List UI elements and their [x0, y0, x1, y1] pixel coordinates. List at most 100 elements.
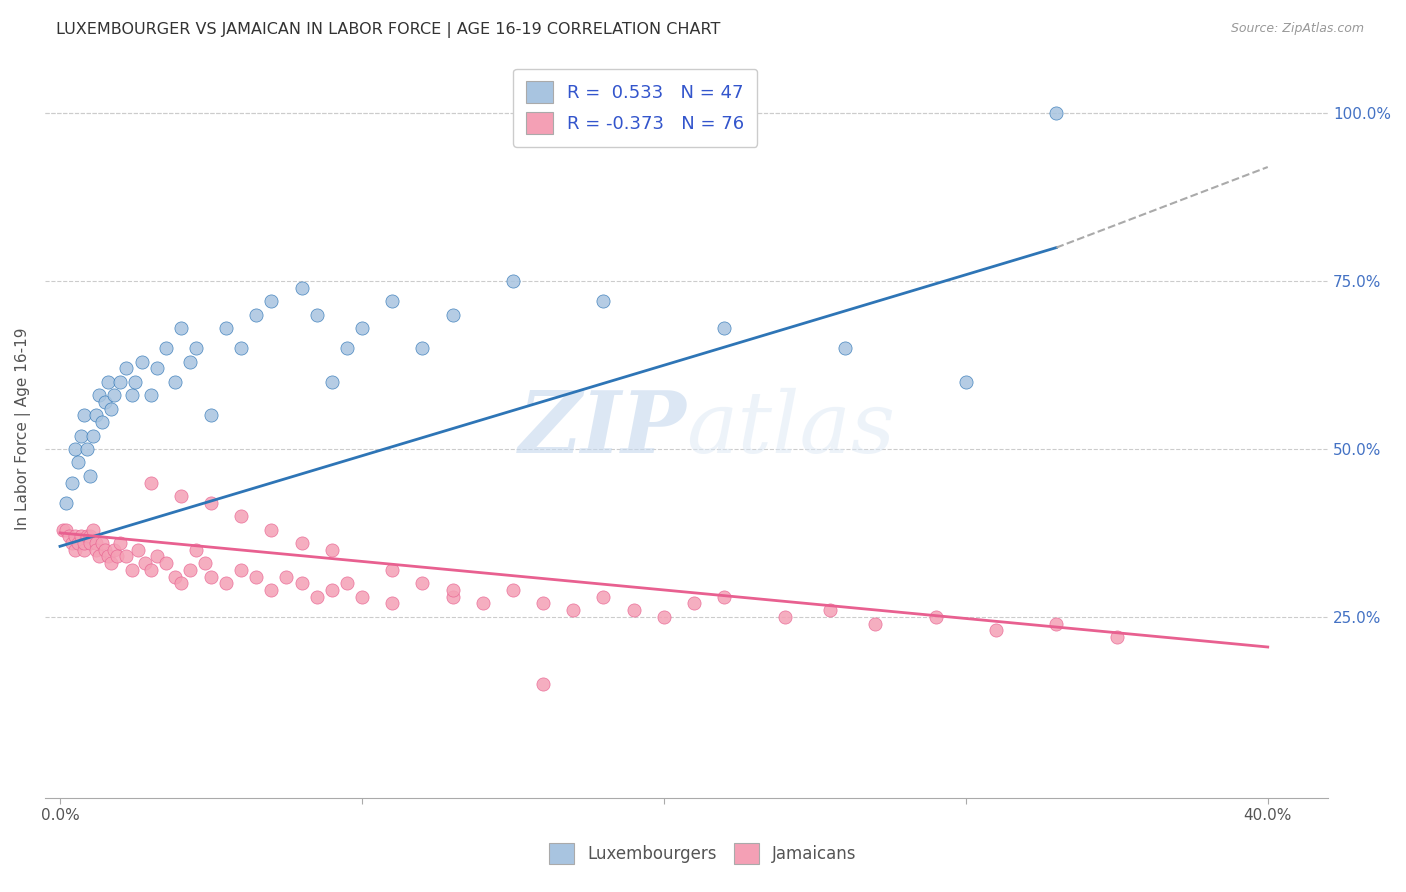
Text: Source: ZipAtlas.com: Source: ZipAtlas.com [1230, 22, 1364, 36]
Point [215, 576, 238, 591]
Point [471, 596, 494, 610]
Point [381, 596, 404, 610]
Point [121, 388, 143, 402]
Point [260, 523, 283, 537]
Point [955, 375, 977, 389]
Point [290, 281, 312, 295]
Point [73, 542, 96, 557]
Y-axis label: In Labor Force | Age 16-19: In Labor Force | Age 16-19 [15, 327, 31, 530]
Point [63, 542, 86, 557]
Point [245, 569, 267, 583]
Point [231, 509, 253, 524]
Point [139, 388, 162, 402]
Point [321, 375, 343, 389]
Text: LUXEMBOURGER VS JAMAICAN IN LABOR FORCE | AGE 16-19 CORRELATION CHART: LUXEMBOURGER VS JAMAICAN IN LABOR FORCE … [56, 22, 721, 38]
Point [82, 523, 104, 537]
Point [231, 341, 253, 355]
Point [73, 536, 96, 550]
Point [441, 582, 464, 597]
Point [531, 677, 554, 691]
Point [70, 529, 93, 543]
Point [55, 496, 77, 510]
Point [184, 542, 207, 557]
Text: ZIP: ZIP [519, 387, 686, 471]
Point [260, 582, 283, 597]
Point [94, 395, 117, 409]
Point [411, 341, 433, 355]
Point [592, 294, 614, 309]
Point [305, 590, 328, 604]
Point [110, 375, 132, 389]
Point [60, 536, 83, 550]
Point [683, 596, 706, 610]
Point [63, 529, 86, 543]
Point [305, 308, 328, 322]
Point [52, 523, 75, 537]
Point [245, 308, 267, 322]
Point [179, 354, 201, 368]
Point [502, 274, 524, 288]
Point [84, 536, 107, 550]
Point [200, 569, 222, 583]
Point [63, 442, 86, 456]
Legend: R =  0.533   N = 47, R = -0.373   N = 76: R = 0.533 N = 47, R = -0.373 N = 76 [513, 69, 758, 147]
Point [79, 529, 101, 543]
Point [124, 375, 146, 389]
Point [91, 536, 114, 550]
Point [163, 569, 186, 583]
Point [502, 582, 524, 597]
Point [834, 341, 856, 355]
Legend: Luxembourgers, Jamaicans: Luxembourgers, Jamaicans [543, 837, 863, 871]
Point [100, 556, 122, 570]
Point [60, 475, 83, 490]
Point [336, 576, 359, 591]
Point [97, 375, 120, 389]
Point [89, 388, 111, 402]
Point [145, 361, 167, 376]
Text: atlas: atlas [686, 387, 896, 470]
Point [82, 428, 104, 442]
Point [139, 475, 162, 490]
Point [276, 569, 298, 583]
Point [290, 536, 312, 550]
Point [713, 321, 735, 335]
Point [200, 409, 222, 423]
Point [67, 536, 90, 550]
Point [110, 536, 132, 550]
Point [84, 409, 107, 423]
Point [67, 455, 90, 469]
Point [163, 375, 186, 389]
Point [70, 428, 93, 442]
Point [115, 361, 138, 376]
Point [652, 609, 675, 624]
Point [818, 603, 841, 617]
Point [170, 489, 193, 503]
Point [441, 590, 464, 604]
Point [76, 442, 98, 456]
Point [115, 549, 138, 564]
Point [984, 624, 1007, 638]
Point [215, 321, 238, 335]
Point [441, 308, 464, 322]
Point [170, 321, 193, 335]
Point [773, 609, 796, 624]
Point [94, 542, 117, 557]
Point [89, 549, 111, 564]
Point [1045, 106, 1067, 120]
Point [531, 596, 554, 610]
Point [91, 415, 114, 429]
Point [79, 536, 101, 550]
Point [592, 590, 614, 604]
Point [350, 590, 373, 604]
Point [623, 603, 645, 617]
Point [321, 542, 343, 557]
Point [121, 563, 143, 577]
Point [131, 354, 153, 368]
Point [290, 576, 312, 591]
Point [1045, 616, 1067, 631]
Point [155, 341, 177, 355]
Point [336, 341, 359, 355]
Point [381, 563, 404, 577]
Point [103, 542, 125, 557]
Point [155, 556, 177, 570]
